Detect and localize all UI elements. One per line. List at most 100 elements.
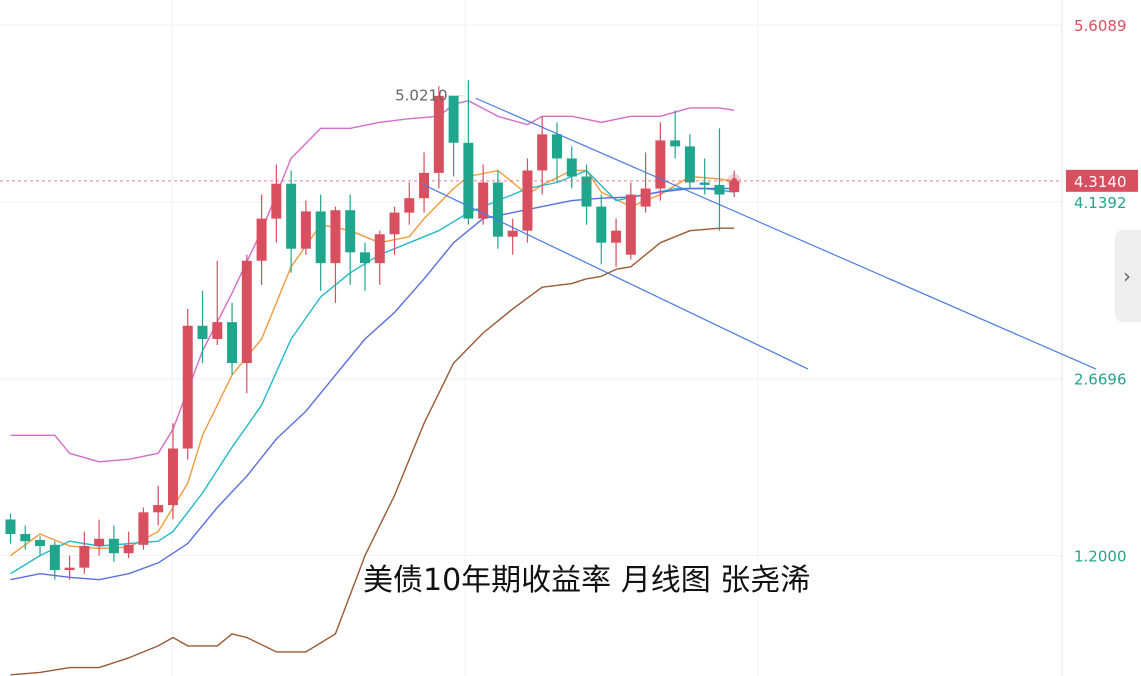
current-price-dot	[731, 177, 738, 184]
candle-body	[64, 567, 75, 571]
candle-body	[300, 211, 311, 249]
candle	[182, 308, 193, 460]
candle-body	[670, 140, 681, 147]
candle-body	[227, 322, 238, 364]
candle-body	[374, 234, 385, 264]
candle	[448, 95, 459, 177]
next-page-button[interactable]: ›	[1115, 230, 1141, 322]
candle-body	[271, 183, 282, 219]
chevron-right-icon: ›	[1123, 264, 1131, 288]
candle-body	[625, 194, 636, 255]
candle-body	[197, 325, 208, 339]
candle-body	[241, 260, 252, 364]
candle-body	[35, 539, 46, 547]
candle-body	[256, 218, 267, 261]
candle	[138, 507, 149, 550]
candle	[404, 182, 415, 225]
candle	[551, 122, 562, 183]
candle-body	[153, 505, 164, 513]
candle-body	[640, 188, 651, 207]
candle	[20, 525, 31, 550]
candle	[566, 146, 577, 189]
candle-body	[20, 533, 31, 542]
candle-body	[729, 181, 740, 193]
candle-body	[286, 183, 297, 249]
candle-body	[389, 212, 400, 235]
candle-body	[49, 544, 60, 571]
candle	[670, 110, 681, 159]
candle-body	[182, 325, 193, 449]
candles	[5, 80, 740, 580]
candle-body	[507, 230, 518, 237]
candle	[49, 541, 60, 580]
candle	[330, 206, 341, 303]
candle-body	[359, 252, 370, 264]
candle-body	[448, 95, 459, 143]
candle	[611, 218, 622, 267]
candle-body	[108, 538, 119, 554]
candle-body	[138, 512, 149, 545]
candle	[537, 116, 548, 195]
candle-body	[492, 182, 503, 237]
candle-body	[699, 182, 710, 185]
candle	[35, 536, 46, 556]
ma5-line	[10, 169, 735, 557]
channel-line	[475, 97, 1097, 370]
chart-caption: 美债10年期收益率 月线图 张尧浠	[363, 563, 810, 598]
candle	[419, 152, 430, 213]
candle	[359, 242, 370, 291]
y-tick-label: 5.6089	[1074, 17, 1127, 35]
current-price-label: 4.3140	[1074, 173, 1127, 191]
candle	[522, 158, 533, 243]
candle	[433, 86, 444, 189]
candle-body	[345, 210, 356, 253]
candle	[286, 170, 297, 273]
current-price-tag	[1066, 169, 1138, 192]
boll-upper-line	[10, 99, 735, 463]
candle	[241, 254, 252, 394]
high-annotation-label: 5.0210	[395, 87, 448, 105]
candle	[94, 519, 105, 556]
candle	[227, 302, 238, 376]
trend-channel	[423, 97, 1097, 370]
candle	[714, 128, 725, 231]
candle	[79, 531, 90, 574]
candle-body	[167, 448, 178, 506]
candle-body	[478, 182, 489, 219]
ma10-line	[10, 169, 735, 575]
candle	[625, 182, 636, 260]
candle-body	[537, 134, 548, 171]
candle-body	[330, 210, 341, 264]
candle	[315, 194, 326, 291]
candle	[655, 122, 666, 201]
candle-body	[79, 546, 90, 568]
candle-body	[611, 230, 622, 243]
candle	[153, 485, 164, 526]
candle-body	[212, 322, 223, 339]
candle	[507, 218, 518, 255]
ma20-line	[10, 187, 735, 581]
candle	[345, 194, 356, 285]
candle-body	[5, 519, 16, 534]
candle	[212, 260, 223, 345]
candle-body	[581, 176, 592, 207]
candle	[581, 164, 592, 225]
candle	[478, 164, 489, 225]
candle-body	[522, 170, 533, 231]
y-tick-label: 4.1392	[1074, 194, 1127, 212]
candle-body	[404, 198, 415, 213]
candle	[123, 531, 134, 559]
candle	[256, 194, 267, 285]
candle-body	[94, 538, 105, 547]
candle	[108, 525, 119, 562]
y-tick-label: 2.6696	[1074, 371, 1127, 389]
candle	[684, 134, 695, 189]
candle	[389, 206, 400, 255]
candle	[596, 194, 607, 265]
candle-body	[551, 134, 562, 159]
candle	[5, 513, 16, 544]
candle	[167, 423, 178, 520]
candle-body	[315, 211, 326, 264]
